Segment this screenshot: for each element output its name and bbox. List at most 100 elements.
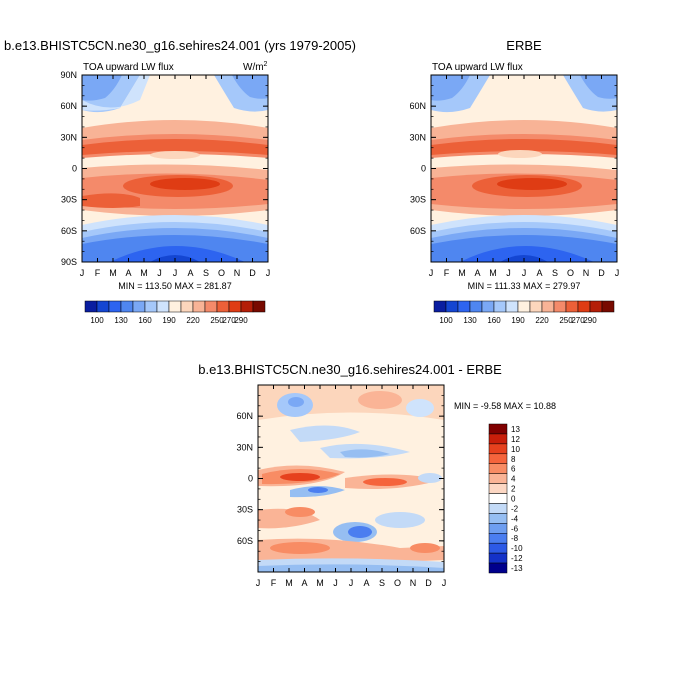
colorbar-swatch [488,443,508,455]
y-tick-label: 30N [409,132,426,142]
x-tick-label: M [489,268,497,278]
colorbar-label: 10 [511,445,520,454]
y-tick-label: 0 [72,164,77,174]
panel2-field [431,75,617,262]
colorbar-label: 220 [535,316,549,325]
colorbar-label: 250 [559,316,573,325]
colorbar-label: -6 [511,524,519,533]
x-tick-label: O [394,578,401,588]
x-tick-label: S [203,268,209,278]
panel3-title: b.e13.BHISTC5CN.ne30_g16.sehires24.001 -… [198,362,502,377]
colorbar-swatch [488,542,508,554]
colorbar-swatch [488,423,508,435]
x-tick-label: J [506,268,511,278]
x-tick-label: A [125,268,131,278]
colorbar-swatch [488,473,508,484]
colorbar-label: -2 [511,504,519,513]
x-tick-label: O [567,268,574,278]
colorbar-swatch [488,562,508,574]
colorbar-label: -12 [511,554,523,563]
y-tick-label: 60N [236,411,253,421]
colorbar-swatch [488,503,508,514]
panel1-stats: MIN = 113.50 MAX = 281.87 [118,281,231,291]
colorbar-swatch [541,300,555,313]
colorbar-swatch [553,300,567,313]
colorbar-swatch [228,300,242,313]
x-tick-label: J [522,268,527,278]
colorbar-swatch [132,300,146,313]
panel3-field [258,385,444,572]
x-tick-label: D [249,268,256,278]
y-tick-label: 30N [60,132,77,142]
colorbar-swatch [481,300,495,313]
colorbar-label: 6 [511,465,516,474]
colorbar-swatch [252,300,266,313]
x-tick-label: N [583,268,590,278]
x-tick-label: A [474,268,480,278]
colorbar-swatch [488,483,508,494]
panel2-y-ticks: 60N 30N 0 30S 60S [409,74,617,263]
y-tick-label: 60S [237,536,253,546]
colorbar-swatch [493,300,507,313]
colorbar-swatch [204,300,218,313]
panel1-units: W/m2 [243,61,268,73]
x-tick-label: D [598,268,605,278]
colorbar-label: 290 [234,316,248,325]
colorbar-swatch [84,300,98,313]
y-tick-label: 30S [410,195,426,205]
x-tick-label: M [109,268,117,278]
colorbar-swatch [156,300,170,313]
x-tick-label: S [552,268,558,278]
x-tick-label: J [349,578,354,588]
colorbar-swatch [488,552,508,564]
colorbar-swatch [565,300,579,313]
colorbar-label: 160 [138,316,152,325]
panel2-title: ERBE [506,38,542,53]
panel1-title: b.e13.BHISTC5CN.ne30_g16.sehires24.001 (… [4,38,356,53]
colorbar-label: 220 [186,316,200,325]
colorbar-label: 190 [162,316,176,325]
colorbar-swatch [601,300,615,313]
colorbar-swatch [529,300,543,313]
x-tick-label: N [410,578,417,588]
colorbar-swatch [433,300,447,313]
y-tick-label: 30N [236,442,253,452]
x-tick-label: M [316,578,324,588]
colorbar-swatch [505,300,519,313]
y-tick-label: 60N [60,101,77,111]
colorbar-swatch [488,513,508,524]
colorbar-swatch [488,453,508,464]
y-tick-label: 0 [248,474,253,484]
colorbar-swatch [180,300,194,313]
x-tick-label: N [234,268,241,278]
x-tick-label: J [442,578,447,588]
x-tick-label: J [80,268,85,278]
x-tick-label: M [140,268,148,278]
y-tick-label: 30S [237,505,253,515]
x-tick-label: A [363,578,369,588]
colorbar-label: 250 [210,316,224,325]
y-tick-label: 60S [410,226,426,236]
x-tick-label: S [379,578,385,588]
colorbar-swatch [192,300,206,313]
colorbar-swatch [488,533,508,544]
x-tick-label: J [256,578,261,588]
x-tick-label: M [285,578,293,588]
x-tick-label: O [218,268,225,278]
x-tick-label: J [173,268,178,278]
colorbar-label: 13 [511,425,520,434]
colorbar-swatch [488,433,508,445]
colorbar-swatch [445,300,459,313]
panel2-stats: MIN = 111.33 MAX = 279.97 [468,281,581,291]
colorbar-swatch [96,300,110,313]
colorbar-label: 100 [439,316,453,325]
colorbar-swatch [144,300,158,313]
x-tick-label: J [157,268,162,278]
colorbar-swatch [488,493,508,504]
colorbar-swatch [517,300,531,313]
colorbar-swatch [216,300,230,313]
